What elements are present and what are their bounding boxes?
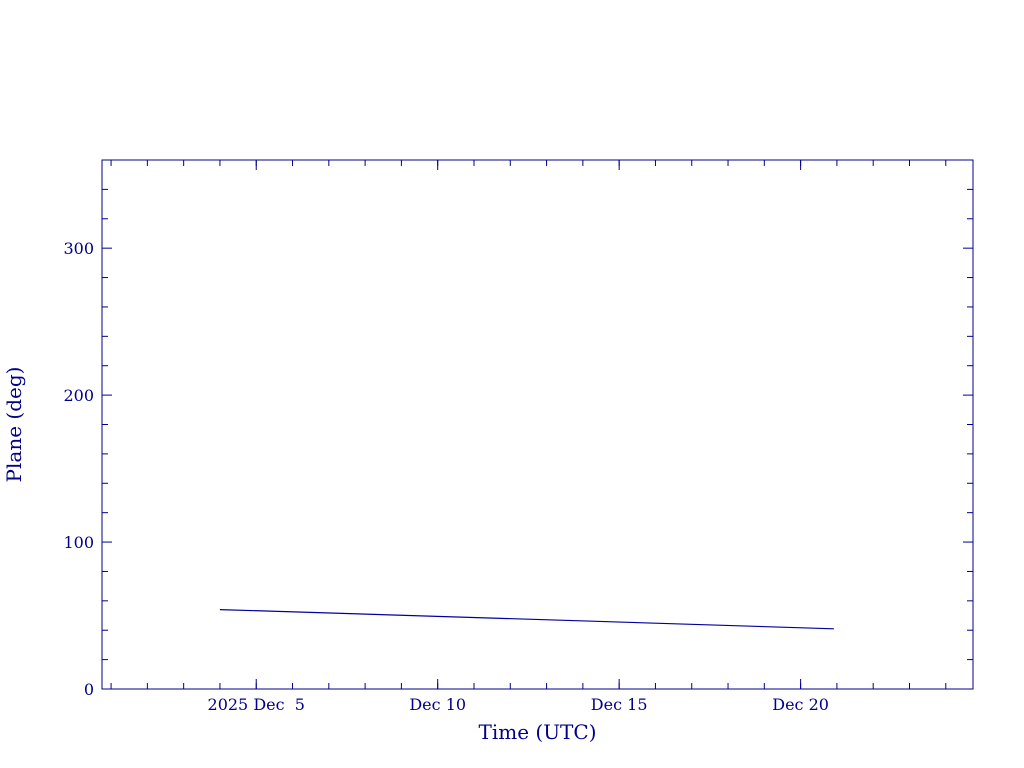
y-tick-label: 100 [63,533,94,552]
series-line [219,609,834,630]
y-axis-title: Plane (deg) [2,367,26,483]
series-layer [219,609,834,630]
y-tick-label: 200 [63,386,94,405]
y-tick-label: 300 [63,239,94,258]
x-tick-label: Dec 20 [772,695,829,714]
labels-layer: 0 100 200 300 2025 Dec 5 Dec 10 Dec 15 Dec 20 [63,239,829,714]
x-tick-label: Dec 10 [409,695,466,714]
x-tick-label: Dec 15 [591,695,648,714]
x-tick-label: 2025 Dec 5 [208,695,305,714]
x-axis-title: Time (UTC) [479,720,597,744]
y-tick-label: 0 [84,680,94,699]
ticks-layer [102,159,973,690]
